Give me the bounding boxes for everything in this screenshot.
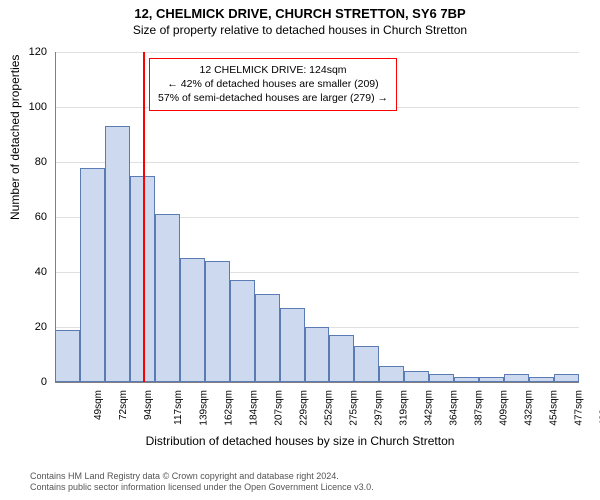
x-axis-line: [55, 382, 579, 383]
histogram-bar: [554, 374, 579, 382]
y-tick-label: 80: [17, 156, 47, 168]
histogram-bar: [429, 374, 454, 382]
histogram-bar: [529, 377, 554, 383]
chart-area: 02040608010012049sqm72sqm94sqm117sqm139s…: [55, 52, 579, 416]
y-tick-label: 100: [17, 101, 47, 113]
histogram-bar: [454, 377, 479, 383]
y-tick-label: 120: [17, 46, 47, 58]
x-tick-label: 229sqm: [299, 390, 310, 426]
x-tick-label: 432sqm: [523, 390, 534, 426]
x-tick-label: 252sqm: [324, 390, 335, 426]
x-tick-label: 319sqm: [398, 390, 409, 426]
histogram-bar: [205, 261, 230, 382]
histogram-bar: [479, 377, 504, 383]
histogram-bar: [379, 366, 404, 383]
x-tick-label: 139sqm: [199, 390, 210, 426]
annotation-line: 12 CHELMICK DRIVE: 124sqm: [158, 63, 388, 77]
y-tick-label: 20: [17, 321, 47, 333]
gridline: [55, 52, 579, 53]
x-tick-label: 454sqm: [548, 390, 559, 426]
histogram-bar: [255, 294, 280, 382]
y-tick-label: 60: [17, 211, 47, 223]
x-tick-label: 342sqm: [423, 390, 434, 426]
x-tick-label: 409sqm: [498, 390, 509, 426]
y-axis-label: Number of detached properties: [8, 55, 22, 220]
histogram-bar: [354, 346, 379, 382]
histogram-bar: [180, 258, 205, 382]
histogram-bar: [55, 330, 80, 382]
x-axis-label: Distribution of detached houses by size …: [0, 434, 600, 448]
y-tick-label: 40: [17, 266, 47, 278]
histogram-bar: [155, 214, 180, 382]
x-tick-label: 49sqm: [93, 390, 104, 420]
property-marker-line: [143, 52, 145, 382]
annotation-box: 12 CHELMICK DRIVE: 124sqm← 42% of detach…: [149, 58, 397, 111]
histogram-bar: [280, 308, 305, 382]
gridline: [55, 162, 579, 163]
x-tick-label: 94sqm: [143, 390, 154, 420]
x-tick-label: 477sqm: [573, 390, 584, 426]
y-tick-label: 0: [17, 376, 47, 388]
x-tick-label: 364sqm: [448, 390, 459, 426]
histogram-bar: [230, 280, 255, 382]
histogram-bar: [105, 126, 130, 382]
chart-subtitle: Size of property relative to detached ho…: [0, 23, 600, 37]
x-tick-label: 207sqm: [274, 390, 285, 426]
plot-region: 02040608010012049sqm72sqm94sqm117sqm139s…: [55, 52, 579, 382]
histogram-bar: [504, 374, 529, 382]
histogram-bar: [404, 371, 429, 382]
x-tick-label: 117sqm: [173, 390, 184, 425]
footer-line-1: Contains HM Land Registry data © Crown c…: [30, 471, 600, 483]
x-tick-label: 387sqm: [473, 390, 484, 426]
chart-title: 12, CHELMICK DRIVE, CHURCH STRETTON, SY6…: [0, 6, 600, 21]
histogram-bar: [80, 168, 105, 383]
annotation-line: ← 42% of detached houses are smaller (20…: [158, 77, 388, 91]
histogram-bar: [329, 335, 354, 382]
histogram-bar: [305, 327, 330, 382]
footer-attribution: Contains HM Land Registry data © Crown c…: [0, 471, 600, 494]
x-tick-label: 162sqm: [224, 390, 235, 426]
footer-line-2: Contains public sector information licen…: [30, 482, 600, 494]
x-tick-label: 297sqm: [374, 390, 385, 426]
annotation-line: 57% of semi-detached houses are larger (…: [158, 91, 388, 105]
x-tick-label: 184sqm: [249, 390, 260, 426]
x-tick-label: 72sqm: [118, 390, 129, 420]
x-tick-label: 275sqm: [349, 390, 360, 426]
